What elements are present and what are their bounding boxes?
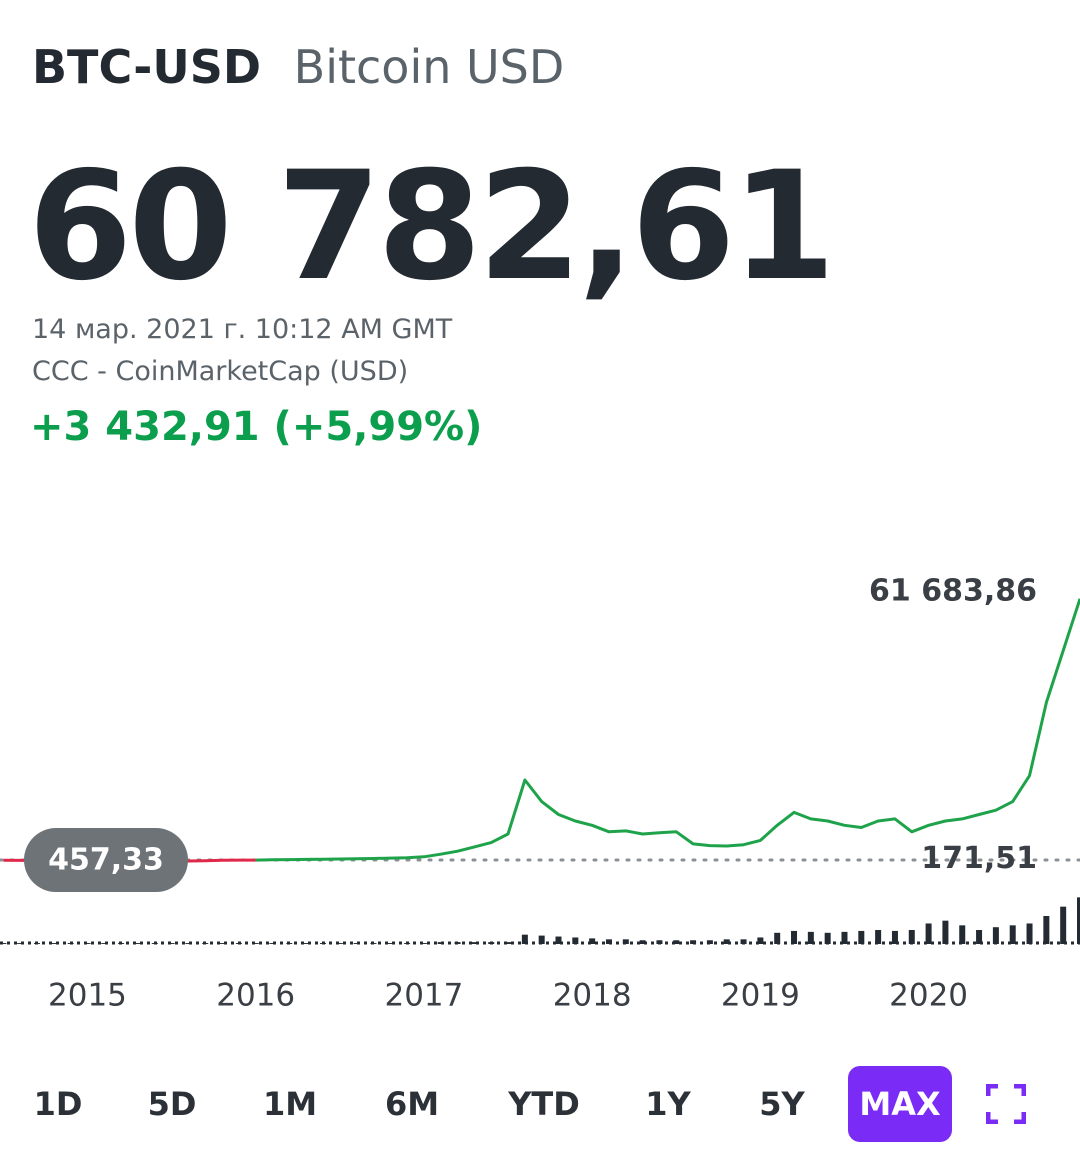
volume-bar — [454, 942, 461, 944]
price-change: +3 432,91 (+5,99%) — [30, 404, 483, 450]
volume-bar — [959, 925, 966, 944]
volume-bar — [202, 943, 209, 944]
volume-bar — [791, 930, 798, 944]
asset-name: Bitcoin USD — [293, 40, 565, 94]
volume-bar — [1060, 906, 1067, 944]
volume-bar — [0, 943, 7, 944]
range-button[interactable]: 1Y — [645, 1085, 691, 1123]
volume-bar — [219, 943, 226, 944]
volume-bar — [673, 940, 680, 944]
fullscreen-icon[interactable] — [986, 1084, 1026, 1124]
x-tick-label: 2017 — [384, 978, 463, 1014]
volume-bar — [336, 943, 343, 944]
volume-bar — [404, 943, 411, 944]
volume-bar — [269, 943, 276, 944]
volume-bar — [437, 942, 444, 944]
volume-bar — [67, 943, 74, 944]
range-button[interactable]: 6M — [384, 1085, 440, 1123]
volume-bar — [319, 943, 326, 944]
volume-bar — [605, 939, 612, 944]
volume-bar — [370, 943, 377, 944]
volume-bar — [235, 943, 242, 944]
volume-bar — [807, 931, 814, 944]
symbol: BTC-USD — [32, 40, 262, 94]
low-label: 171,51 — [921, 841, 1037, 876]
volume-bar — [353, 943, 360, 944]
price-line — [255, 598, 1080, 862]
volume-bar — [471, 942, 478, 944]
volume-bar — [521, 934, 528, 944]
x-tick-label: 2015 — [48, 978, 127, 1014]
volume-bar — [1009, 925, 1016, 944]
volume-bar — [488, 942, 495, 944]
range-button[interactable]: 1M — [262, 1085, 318, 1123]
price: 60 782,61 — [28, 140, 836, 314]
x-tick-label: 2018 — [553, 978, 632, 1014]
volume-bar — [992, 927, 999, 944]
volume-bar — [1077, 897, 1080, 944]
range-button[interactable]: 5Y — [759, 1085, 805, 1123]
high-label: 61 683,86 — [869, 573, 1037, 608]
volume-bar — [118, 943, 125, 944]
volume-bar — [976, 930, 983, 944]
volume-bar — [841, 931, 848, 944]
volume-bar — [572, 937, 579, 944]
volume-bar — [622, 939, 629, 944]
chart: 457,33 61 683,86 171,51 2015 2016 2017 2018 201… — [0, 573, 1080, 1014]
volume-bar — [387, 943, 394, 944]
volume-bar — [925, 923, 932, 944]
quote-header: BTC-USD Bitcoin USD — [32, 40, 564, 94]
volume-bar — [1026, 923, 1033, 944]
volume-bar — [639, 940, 646, 944]
reference-label: 457,33 — [48, 843, 164, 878]
volume-bar — [538, 935, 545, 944]
volume-bar — [168, 943, 175, 944]
volume-bar — [891, 930, 898, 944]
volume-bar — [151, 943, 158, 944]
volume-bar — [34, 943, 41, 944]
range-button[interactable]: 1D — [33, 1085, 83, 1123]
volume-bar — [824, 932, 831, 944]
x-tick-label: 2016 — [216, 978, 295, 1014]
volume-bar — [555, 936, 562, 944]
volume-bar — [303, 943, 310, 944]
x-tick-label: 2019 — [721, 978, 800, 1014]
volume-bar — [84, 943, 91, 944]
volume-bar — [740, 939, 747, 944]
volume-bar — [656, 940, 663, 944]
volume-bar — [723, 939, 730, 944]
volume-bar — [505, 942, 512, 944]
range-button[interactable]: MAX — [848, 1066, 952, 1142]
volume-bar — [252, 943, 259, 944]
timestamp: 14 мар. 2021 г. 10:12 AM GMT — [32, 314, 453, 345]
volume-bar — [875, 930, 882, 944]
x-tick-label: 2020 — [889, 978, 968, 1014]
range-button[interactable]: YTD — [508, 1085, 580, 1123]
source: CCC - CoinMarketCap (USD) — [32, 356, 409, 387]
volume-bar — [908, 930, 915, 944]
volume-bar — [706, 940, 713, 944]
volume-bar — [134, 943, 141, 944]
volume-bar — [942, 920, 949, 944]
volume-bar — [589, 938, 596, 944]
volume-bar — [774, 932, 781, 944]
volume-bar — [17, 943, 24, 944]
volume-bar — [50, 943, 57, 944]
volume-bar — [1043, 916, 1050, 944]
volume-bar — [101, 943, 108, 944]
volume-bar — [286, 943, 293, 944]
reference-pill — [24, 828, 188, 893]
volume-bar — [420, 943, 427, 944]
volume-bar — [858, 930, 865, 944]
volume-bar — [757, 937, 764, 944]
volume-bar — [690, 940, 697, 944]
volume-bar — [185, 943, 192, 944]
range-button[interactable]: 5D — [147, 1085, 197, 1123]
